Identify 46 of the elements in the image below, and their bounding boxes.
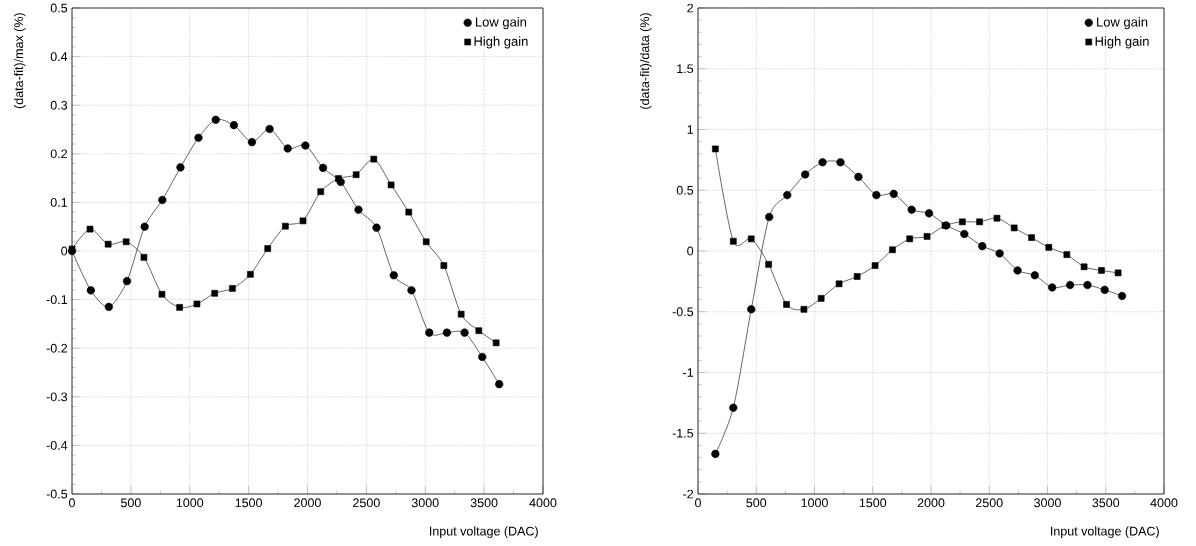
y-tick-label: -2: [683, 489, 694, 499]
x-tick-label: 2500: [975, 498, 1003, 508]
y-tick-label: -0.2: [46, 343, 67, 353]
y-tick-label: -1: [683, 368, 694, 377]
x-tick-label: 2000: [917, 498, 945, 508]
y-tick-label: 0.2: [50, 149, 67, 159]
x-tick-label: 4000: [1150, 498, 1178, 508]
x-tick-label: 2000: [294, 498, 321, 508]
x-tick-label: 3000: [411, 498, 439, 508]
y-tick-label: 1: [687, 125, 694, 134]
legend-label: Low gain: [1097, 17, 1148, 30]
x-tick-label: 3500: [1092, 498, 1120, 508]
y-tick-label: -0.4: [46, 440, 68, 450]
y-tick-label: -1.5: [672, 428, 694, 438]
x-tick-label: 0: [695, 498, 701, 508]
x-tick-label: 0: [69, 498, 75, 508]
x-tick-label: 3000: [1034, 498, 1061, 508]
legend-label: Low gain: [475, 17, 527, 30]
y-tick-label: 0: [61, 246, 68, 256]
x-tick-label: 3500: [470, 498, 498, 508]
x-tick-label: 1500: [235, 498, 263, 508]
y-tick-label: 0.3: [50, 100, 68, 110]
x-tick-label: 1000: [801, 498, 828, 508]
x-tick-label: 1500: [859, 498, 887, 508]
legend-label: High gain: [1095, 36, 1149, 49]
y-tick-label: -0.5: [672, 307, 694, 317]
x-tick-label: 500: [746, 498, 767, 508]
y-tick-label: 0: [687, 246, 694, 256]
y-tick-label: 0.5: [676, 185, 694, 195]
y-tick-label: 0.4: [50, 52, 68, 62]
y-tick-label: -0.3: [46, 392, 68, 402]
y-tick-label: -0.5: [46, 489, 68, 499]
y-axis-title: (data-fit)/max (%): [13, 13, 26, 109]
y-tick-label: 0.5: [50, 3, 68, 13]
y-tick-label: 1.5: [677, 64, 694, 74]
x-tick-label: 2500: [353, 498, 380, 508]
y-tick-label: 2: [687, 3, 694, 13]
x-tick-label: 4000: [529, 498, 557, 508]
x-axis-title: Input voltage (DAC): [430, 526, 538, 539]
y-tick-label: -0.1: [46, 295, 68, 305]
x-axis-title: Input voltage (DAC): [1051, 526, 1159, 539]
y-axis-title: (data-fit)/data (%): [639, 13, 652, 109]
x-tick-label: 1000: [176, 498, 204, 508]
y-tick-label: 0.1: [50, 197, 68, 207]
x-tick-label: 500: [120, 498, 141, 508]
legend-label: High gain: [474, 36, 528, 49]
